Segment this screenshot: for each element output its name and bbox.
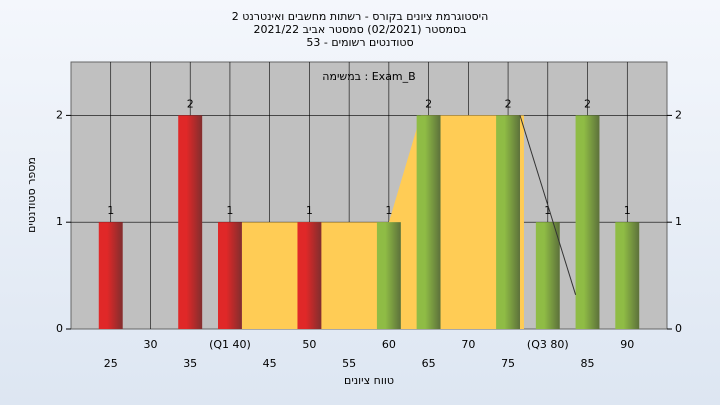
bar-shade	[98, 222, 123, 329]
chart-title: היסטוגרמת ציונים בקורס - רשתות מחשבים וא…	[232, 10, 489, 23]
bar-shade	[297, 222, 322, 329]
bar-shade	[218, 222, 242, 329]
x-tick-label: 35	[183, 357, 197, 370]
value-label: 2	[505, 97, 512, 110]
bar-shade	[416, 115, 441, 330]
chart-subtitle: בסמסטר (02/2021) סמסטר אביב 2021/22	[253, 23, 466, 36]
annotation: במשימה : Exam_B	[322, 70, 415, 83]
x-tick-label: (Q1 40)	[209, 338, 251, 351]
x-tick-label: 30	[143, 338, 157, 351]
value-label: 1	[624, 204, 631, 217]
x-axis-label: טווח ציונים	[344, 374, 394, 387]
x-tick-label: 60	[382, 338, 396, 351]
value-label: 1	[107, 204, 114, 217]
value-label: 2	[425, 97, 432, 110]
value-label: 1	[544, 204, 551, 217]
plot-layer: 25 30 35 (Q1 40) 45 50 55 60 65 70 75 (Q3 80) 85 90 0 1…	[56, 62, 682, 370]
x-tick-label: 55	[342, 357, 356, 370]
bar-shade	[615, 222, 640, 329]
y2-tick-label: 1	[675, 215, 682, 228]
value-label: 1	[226, 204, 233, 217]
y2-tick-label: 0	[675, 322, 682, 335]
y-tick-label: 1	[56, 215, 63, 228]
bar-shade	[178, 115, 203, 330]
chart-subtitle: סטודנטים רשומים - 53	[306, 36, 413, 49]
line	[519, 115, 577, 295]
x-tick-label: 50	[302, 338, 316, 351]
bar-shade	[535, 222, 560, 329]
value-label: 1	[306, 204, 313, 217]
x-tick-label: (Q3 80)	[527, 338, 569, 351]
x-tick-label: 75	[501, 357, 515, 370]
y2-tick-label: 2	[675, 108, 682, 121]
x-tick-label: 85	[581, 357, 595, 370]
value-label: 1	[385, 204, 392, 217]
y-axis-label: מספר סטודנטים	[25, 157, 38, 233]
value-label: 2	[584, 97, 591, 110]
x-tick-label: 45	[263, 357, 277, 370]
y-tick-label: 2	[56, 108, 63, 121]
x-tick-label: 90	[620, 338, 634, 351]
y-tick-label: 0	[56, 322, 63, 335]
x-tick-label: 70	[461, 338, 475, 351]
bar-shade	[496, 115, 520, 330]
bar-shade	[575, 115, 600, 330]
bar-shade	[376, 222, 401, 329]
x-tick-label: 25	[104, 357, 118, 370]
value-label: 2	[187, 97, 194, 110]
x-tick-label: 65	[422, 357, 436, 370]
